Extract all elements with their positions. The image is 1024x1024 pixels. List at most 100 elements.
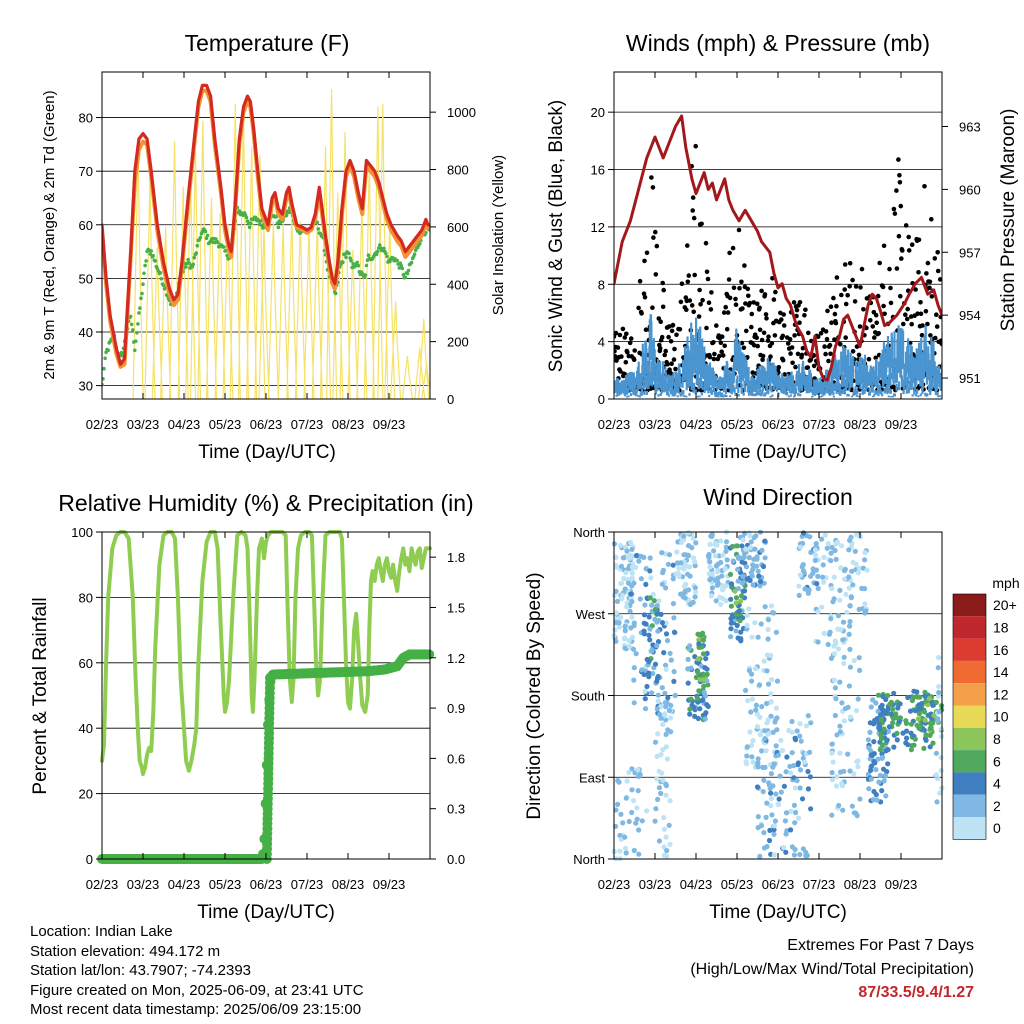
- sonic-wind-bar: [912, 367, 915, 384]
- sonic-wind-bar: [836, 362, 839, 381]
- wind-direction-point: [748, 539, 754, 545]
- dewpoint-point: [103, 356, 107, 361]
- wind-direction-xtick-label: 03/23: [639, 877, 672, 892]
- temperature-y2tick-label: 600: [447, 220, 469, 235]
- sonic-wind-bar: [660, 388, 663, 394]
- wind-direction-point: [764, 800, 770, 806]
- sonic-wind-bar: [625, 390, 628, 395]
- humidity-xtick-label: 08/23: [332, 877, 365, 892]
- gust-point: [744, 328, 749, 334]
- sonic-wind-bar: [635, 389, 638, 395]
- sonic-wind-bar: [782, 389, 785, 394]
- wind-direction-point: [707, 559, 713, 565]
- wind-direction-point: [836, 802, 842, 809]
- sonic-wind-bar: [746, 372, 749, 386]
- wind-direction-point: [849, 568, 855, 574]
- sonic-wind-bar: [659, 374, 662, 387]
- wind-direction-point: [745, 698, 751, 704]
- sonic-wind-bar: [672, 371, 675, 386]
- wind-direction-point: [740, 537, 746, 543]
- gust-point: [916, 270, 921, 275]
- gust-point: [935, 268, 941, 274]
- sonic-wind-bar: [890, 396, 893, 398]
- sonic-wind-bar: [656, 359, 660, 380]
- wind-direction-point: [767, 827, 773, 834]
- wind-direction-point: [626, 643, 632, 649]
- wind-direction-point: [846, 683, 853, 689]
- wind-direction-point: [830, 759, 836, 765]
- wind-direction-point: [837, 587, 843, 594]
- sonic-wind-bar: [642, 379, 645, 390]
- wind-direction-point: [659, 620, 666, 626]
- dewpoint-point: [388, 259, 392, 264]
- station-elevation: Station elevation: 494.172 m: [30, 942, 221, 960]
- wind-direction-point: [881, 778, 887, 784]
- wind-direction-point: [757, 578, 764, 585]
- wind-direction-point: [674, 560, 681, 566]
- sonic-wind-bar: [759, 385, 762, 393]
- wind-direction-point: [680, 594, 686, 600]
- wind-direction-point: [683, 552, 689, 558]
- wind-direction-point: [868, 776, 874, 782]
- temperature-y2tick-label: 400: [447, 277, 469, 292]
- wind-direction-point: [895, 705, 901, 711]
- wind-direction-point: [921, 745, 927, 752]
- gust-point: [673, 366, 678, 372]
- wind-direction-point: [618, 614, 624, 621]
- gust-point: [780, 333, 786, 339]
- gust-point: [825, 308, 830, 314]
- sonic-wind-bar: [832, 396, 835, 398]
- gust-point: [696, 314, 702, 319]
- sonic-wind-bar: [709, 387, 712, 394]
- wind-direction-point: [749, 678, 755, 684]
- wind-direction-point: [738, 629, 744, 635]
- wind-direction-point: [938, 726, 945, 732]
- gust-point: [839, 292, 844, 298]
- sonic-wind-bar: [697, 377, 700, 389]
- legend-swatch: [953, 727, 986, 751]
- sonic-wind-bar: [906, 376, 909, 388]
- wind-direction-point: [772, 719, 778, 725]
- sonic-wind-bar: [911, 394, 914, 397]
- sonic-wind-bar: [926, 393, 929, 397]
- sonic-wind-bar: [645, 348, 648, 374]
- gust-point: [749, 324, 754, 330]
- sonic-wind-bar: [846, 393, 849, 397]
- wind-direction-point: [926, 696, 932, 702]
- sonic-wind-bar: [616, 392, 619, 396]
- sonic-wind-bar: [841, 389, 844, 395]
- gust-point: [919, 333, 925, 338]
- wind-direction-point: [654, 603, 660, 609]
- wind-direction-point: [803, 723, 810, 729]
- temperature-xtick-label: 03/23: [127, 417, 160, 432]
- sonic-wind-bar: [931, 377, 934, 389]
- gust-point: [708, 307, 714, 312]
- wind-direction-point: [752, 666, 759, 672]
- sonic-wind-bar: [831, 383, 835, 392]
- wind-direction-ylabel: Direction (Colored By Speed): [524, 572, 545, 819]
- sonic-wind-bar: [625, 384, 628, 392]
- sonic-wind-bar: [780, 387, 783, 394]
- gust-point: [723, 304, 728, 310]
- wind-direction-point: [825, 641, 831, 648]
- gust-point: [929, 216, 934, 222]
- wind-direction-point: [878, 733, 884, 739]
- wind-direction-point: [708, 593, 715, 599]
- wind-direction-point: [829, 777, 836, 783]
- winds-xlabel: Time (Day/UTC): [709, 442, 847, 463]
- wind-direction-point: [672, 692, 678, 698]
- sonic-wind-bar: [767, 389, 770, 395]
- wind-direction-point: [922, 717, 928, 723]
- wind-direction-point: [661, 826, 668, 832]
- sonic-wind-bar: [842, 345, 845, 373]
- gust-point: [897, 180, 903, 185]
- wind-direction-point: [871, 739, 877, 745]
- wind-direction-point: [664, 756, 671, 762]
- dewpoint-point: [153, 259, 158, 263]
- wind-direction-point: [768, 790, 774, 796]
- sonic-wind-bar: [876, 377, 879, 388]
- legend-label: 2: [993, 798, 1001, 814]
- sonic-wind-bar: [659, 392, 662, 396]
- wind-direction-point: [614, 598, 621, 605]
- wind-direction-point: [841, 768, 847, 774]
